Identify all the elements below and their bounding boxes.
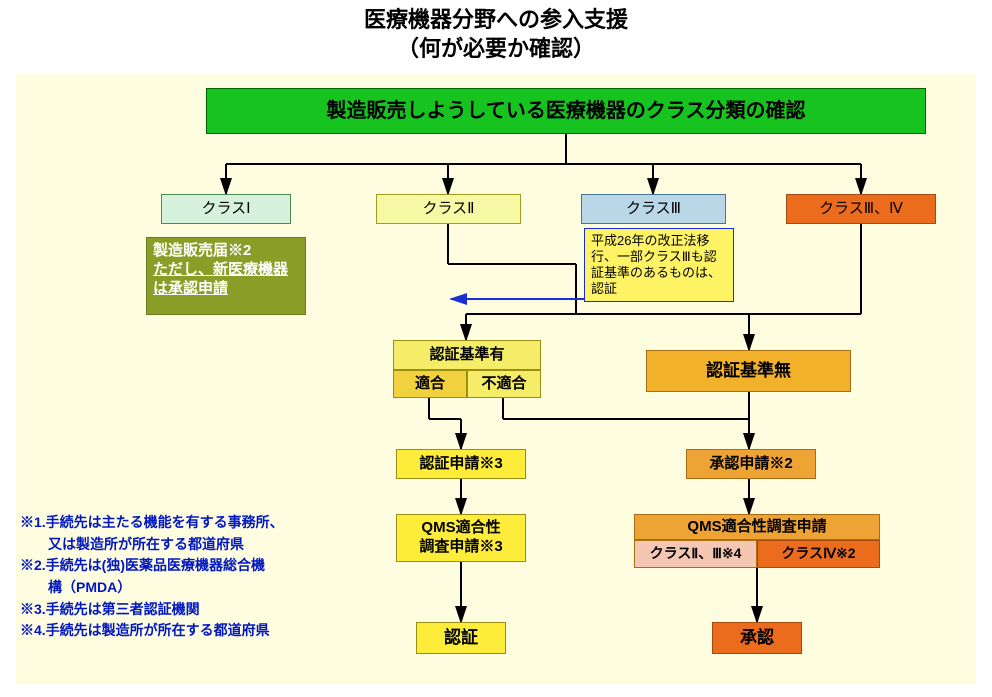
node-class3: クラスⅢ (581, 194, 726, 224)
node-qms_right_header: QMS適合性調査申請 (634, 514, 880, 540)
footnotes: ※1.手続先は主たる機能を有する事務所、 又は製造所が所在する都道府県※2.手続… (20, 512, 284, 642)
node-class1: クラスⅠ (161, 194, 291, 224)
node-h26note: 平成26年の改正法移行、一部クラスⅢも認証基準のあるものは、認証 (584, 228, 734, 302)
node-ninsho_kijun_ari: 認証基準有 (393, 340, 541, 370)
node-ninsho_final: 認証 (416, 622, 506, 654)
title-line-1: 医療機器分野への参入支援 (364, 7, 628, 32)
node-class34: クラスⅢ、Ⅳ (786, 194, 936, 224)
flowchart-canvas: 製造販売しようしている医療機器のクラス分類の確認クラスⅠ クラスⅡ クラスⅢ クラスⅢ… (16, 74, 976, 684)
node-qms_left: QMS適合性調査申請※3 (396, 514, 526, 562)
node-qms_c23: クラスⅡ、Ⅲ※4 (634, 540, 757, 568)
node-top: 製造販売しようしている医療機器のクラス分類の確認 (206, 88, 926, 134)
node-qms_c4: クラスⅣ※2 (757, 540, 880, 568)
node-class2: クラスⅡ (376, 194, 521, 224)
node-ninsho_shinsei: 認証申請※3 (396, 449, 526, 479)
node-seizohanbai: 製造販売届※2ただし、新医療機器は承認申請 (146, 237, 306, 315)
node-shonin_shinsei: 承認申請※2 (686, 449, 816, 479)
title-line-2: （何が必要か確認） (397, 36, 595, 61)
node-tekigo: 適合 (393, 370, 467, 398)
node-futekigo: 不適合 (467, 370, 541, 398)
page-title: 医療機器分野への参入支援 （何が必要か確認） (0, 0, 992, 63)
node-ninsho_kijun_nashi: 認証基準無 (646, 350, 851, 392)
node-shonin_final: 承認 (712, 622, 802, 654)
